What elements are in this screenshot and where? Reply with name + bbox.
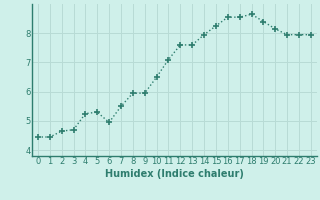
X-axis label: Humidex (Indice chaleur): Humidex (Indice chaleur): [105, 169, 244, 179]
